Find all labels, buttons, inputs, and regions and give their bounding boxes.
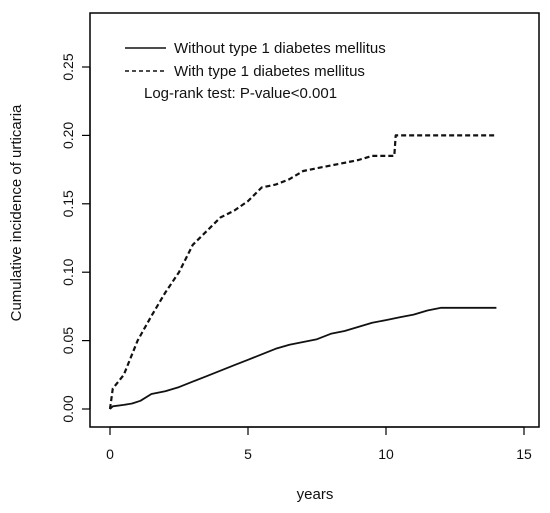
y-tick-label: 0.00 (60, 395, 76, 422)
y-axis: 0.00 0.05 0.10 0.15 0.20 0.25 (60, 53, 91, 423)
y-axis-title: Cumulative incidence of urticaria (8, 104, 25, 321)
x-tick-label: 5 (244, 446, 252, 462)
y-tick-label: 0.25 (60, 53, 76, 80)
log-rank-annotation: Log-rank test: P-value<0.001 (144, 85, 337, 102)
legend-label-without-t1dm: Without type 1 diabetes mellitus (174, 40, 386, 57)
x-tick-label: 15 (516, 446, 532, 462)
x-axis: 0 5 10 15 (106, 426, 532, 462)
legend: Without type 1 diabetes mellitus With ty… (125, 40, 386, 80)
x-tick-label: 10 (378, 446, 394, 462)
y-tick-label: 0.20 (60, 122, 76, 149)
y-tick-label: 0.15 (60, 190, 76, 217)
legend-label-with-t1dm: With type 1 diabetes mellitus (174, 63, 365, 80)
x-axis-title: years (297, 486, 334, 503)
y-tick-label: 0.05 (60, 327, 76, 354)
series-layer (108, 134, 497, 410)
series-line-with-t1dm (108, 134, 497, 410)
x-tick-label: 0 (106, 446, 114, 462)
series-line-without-t1dm (109, 306, 497, 410)
y-tick-label: 0.10 (60, 258, 76, 285)
